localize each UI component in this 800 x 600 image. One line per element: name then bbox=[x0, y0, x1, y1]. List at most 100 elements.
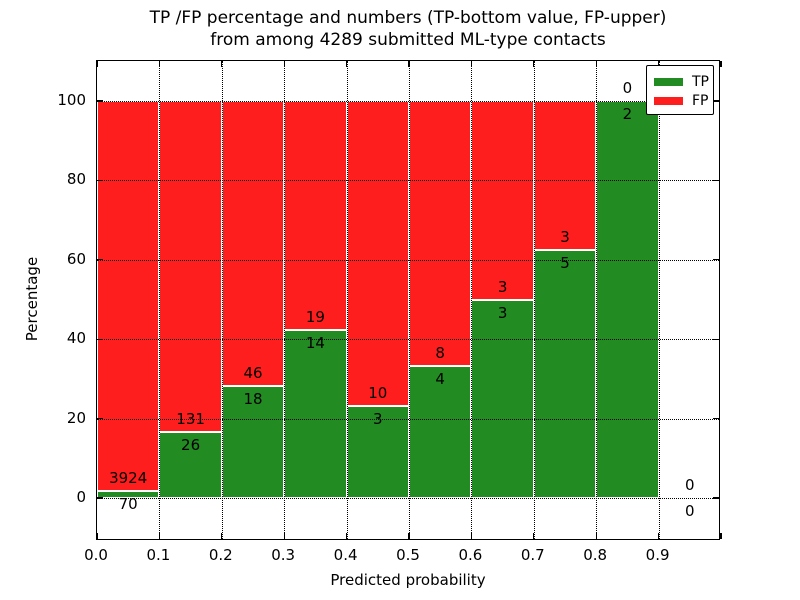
fp-count-label: 46 bbox=[243, 364, 263, 383]
gridline-horizontal bbox=[97, 339, 719, 341]
x-axis-tick bbox=[221, 61, 223, 67]
tp-count-label: 4 bbox=[435, 369, 445, 388]
x-axis-tick bbox=[408, 533, 410, 539]
x-tick-label: 0.1 bbox=[146, 546, 171, 564]
tp-count-label: 18 bbox=[243, 390, 263, 409]
gridline-vertical bbox=[596, 61, 598, 539]
y-axis-tick bbox=[97, 338, 103, 340]
fp-count-label: 0 bbox=[622, 79, 633, 97]
gridline-horizontal bbox=[97, 180, 719, 182]
y-tick-label: 60 bbox=[66, 249, 86, 268]
y-tick-label: 40 bbox=[66, 329, 86, 348]
tp-count-label: 3 bbox=[497, 303, 508, 322]
tp-count-label: 26 bbox=[181, 436, 201, 455]
y-axis-tick bbox=[97, 179, 103, 182]
gridline-vertical bbox=[221, 61, 223, 539]
fp-legend-label: FP bbox=[692, 92, 709, 109]
x-axis-tick bbox=[283, 533, 285, 539]
x-axis-tick bbox=[408, 61, 410, 67]
fp-count-label: 3 bbox=[497, 277, 508, 296]
gridline-vertical bbox=[533, 61, 535, 539]
tp-count-label: 70 bbox=[118, 495, 138, 514]
fp-bar-segment bbox=[221, 101, 285, 387]
y-axis-tick bbox=[713, 100, 719, 102]
x-tick-label: 0.8 bbox=[583, 546, 608, 564]
gridline-vertical bbox=[471, 61, 473, 539]
tp-bar-segment bbox=[409, 365, 472, 498]
x-axis-tick bbox=[720, 61, 722, 67]
x-tick-label: 0.5 bbox=[396, 546, 420, 564]
fp-bar-segment bbox=[284, 101, 347, 330]
gridline-vertical bbox=[284, 61, 286, 539]
gridline-horizontal bbox=[97, 418, 719, 420]
x-axis-tick bbox=[346, 61, 348, 67]
y-tick-label: 80 bbox=[66, 170, 86, 189]
x-axis-tick bbox=[720, 533, 722, 539]
fp-count-label: 19 bbox=[305, 307, 325, 326]
fp-count-label: 131 bbox=[176, 410, 205, 429]
gridline-vertical bbox=[159, 61, 161, 539]
tp-bar-segment bbox=[346, 406, 409, 498]
y-axis-tick bbox=[713, 497, 719, 499]
fp-bar-segment bbox=[159, 101, 222, 433]
plot-area: 3924 70 131 26 46 18 19 14 10 3 8 4 3 3 3 5 0 2 0 0 bbox=[96, 60, 722, 540]
chart-title-line1: TP /FP percentage and numbers (TP-bottom… bbox=[149, 8, 667, 28]
fp-bar-segment bbox=[471, 101, 534, 300]
x-axis-tick bbox=[158, 61, 161, 67]
fp-count-label: 0 bbox=[685, 476, 695, 494]
y-tick-label: 0 bbox=[76, 488, 86, 506]
x-axis-label: Predicted probability bbox=[330, 571, 486, 589]
tp-legend-swatch-icon bbox=[654, 77, 683, 86]
x-axis-tick bbox=[283, 61, 285, 67]
y-tick-label: 100 bbox=[57, 91, 86, 109]
tp-count-label: 14 bbox=[305, 333, 325, 352]
tp-bar-segment bbox=[284, 329, 347, 498]
y-axis-tick bbox=[97, 100, 103, 102]
y-axis-tick bbox=[713, 418, 719, 420]
legend: TP FP bbox=[646, 65, 714, 115]
legend-item-fp: FP bbox=[654, 91, 713, 110]
fp-count-label: 8 bbox=[435, 343, 445, 362]
x-axis-tick bbox=[96, 61, 98, 67]
tp-bar-segment bbox=[159, 432, 222, 498]
fp-count-label: 3 bbox=[560, 227, 570, 246]
y-axis-tick bbox=[97, 259, 103, 261]
gridline-horizontal bbox=[97, 498, 719, 499]
x-axis-tick bbox=[533, 533, 535, 539]
y-axis-tick bbox=[97, 418, 103, 420]
y-axis-tick bbox=[713, 259, 719, 261]
x-axis-tick bbox=[346, 533, 348, 539]
x-axis-tick bbox=[658, 61, 660, 67]
tp-count-label: 0 bbox=[685, 502, 695, 520]
gridline-horizontal bbox=[97, 101, 719, 102]
x-tick-label: 0.4 bbox=[333, 546, 358, 564]
legend-item-tp: TP bbox=[654, 72, 713, 91]
y-tick-label: 20 bbox=[66, 408, 86, 427]
tp-count-label: 2 bbox=[622, 105, 633, 123]
x-axis-tick bbox=[221, 533, 223, 539]
tp-bar-segment bbox=[533, 249, 597, 498]
chart-title-line2: from among 4289 submitted ML-type contac… bbox=[210, 30, 606, 50]
tp-count-label: 5 bbox=[560, 253, 570, 272]
x-axis-tick bbox=[96, 533, 98, 539]
x-tick-label: 0.3 bbox=[271, 546, 296, 564]
x-tick-label: 0.9 bbox=[645, 546, 670, 564]
gridline-horizontal bbox=[97, 259, 719, 261]
fp-count-label: 3924 bbox=[109, 469, 148, 488]
x-axis-tick bbox=[658, 533, 660, 539]
x-tick-label: 0.6 bbox=[458, 546, 483, 564]
x-axis-tick bbox=[595, 61, 597, 67]
x-tick-label: 0.0 bbox=[84, 546, 108, 564]
gridline-vertical bbox=[658, 61, 660, 539]
x-axis-tick bbox=[158, 533, 161, 539]
x-axis-tick bbox=[470, 533, 473, 539]
fp-bar-segment bbox=[346, 101, 409, 407]
x-axis-tick bbox=[470, 61, 473, 67]
tp-bar-segment bbox=[97, 491, 160, 498]
gridline-vertical bbox=[346, 61, 348, 539]
tp-legend-label: TP bbox=[692, 73, 709, 90]
gridline-vertical bbox=[409, 61, 410, 539]
y-axis-tick bbox=[713, 179, 719, 182]
x-tick-label: 0.2 bbox=[208, 546, 233, 564]
